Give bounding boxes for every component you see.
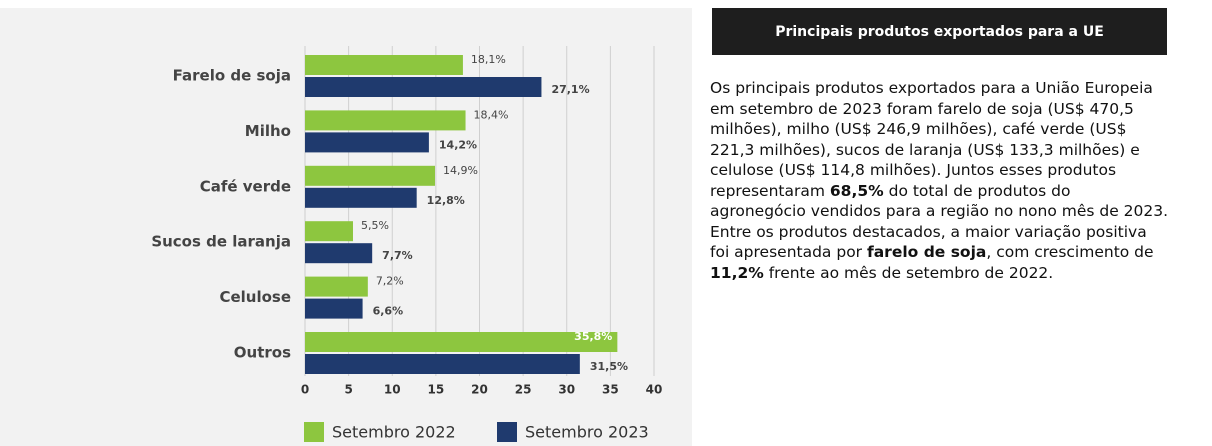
- x-tick-label: 0: [301, 383, 309, 397]
- bar: [305, 298, 363, 319]
- value-label: 6,6%: [373, 305, 404, 318]
- bold-text: 68,5%: [829, 181, 884, 200]
- text: Os principais produtos exportados para a…: [710, 79, 1153, 200]
- bar: [305, 77, 542, 97]
- x-tick-label: 20: [471, 383, 488, 397]
- y-tick-label: Café verde: [200, 177, 291, 195]
- x-tick-label: 40: [646, 383, 663, 397]
- y-tick-label: Milho: [245, 122, 291, 140]
- value-label: 18,4%: [474, 108, 509, 121]
- bar: [305, 165, 436, 186]
- value-label: 14,2%: [439, 138, 477, 151]
- y-tick-label: Outros: [234, 344, 291, 362]
- value-label: 7,2%: [376, 275, 404, 288]
- legend-label: Setembro 2022: [332, 423, 456, 442]
- bar: [305, 110, 466, 131]
- y-tick-label: Celulose: [219, 288, 291, 306]
- value-label: 12,8%: [427, 194, 465, 207]
- bar: [305, 55, 463, 75]
- y-tick-label: Sucos de laranja: [151, 233, 291, 251]
- text: , com crescimento de: [986, 243, 1154, 261]
- x-tick-label: 30: [558, 383, 575, 397]
- value-label: 18,1%: [471, 53, 506, 66]
- text: frente ao mês de setembro de 2022.: [763, 263, 1054, 282]
- bar: [305, 243, 373, 264]
- x-tick-label: 15: [428, 383, 445, 397]
- x-tick-label: 5: [344, 383, 352, 397]
- value-label: 5,5%: [361, 219, 389, 232]
- value-label: 35,8%: [574, 330, 612, 343]
- text: do total de produtos do agronegócio vend…: [710, 181, 1169, 262]
- bar: [305, 187, 417, 208]
- bar: [305, 276, 368, 297]
- x-tick-label: 10: [384, 383, 401, 397]
- bold-text: farelo de soja: [866, 243, 987, 261]
- x-tick-label: 25: [515, 383, 532, 397]
- value-label: 27,1%: [551, 83, 589, 96]
- panel-title: Principais produtos exportados para a UE: [712, 8, 1167, 55]
- bar: [305, 354, 580, 374]
- bar: [305, 332, 618, 352]
- value-label: 14,9%: [443, 164, 478, 177]
- value-label: 7,7%: [382, 249, 413, 262]
- legend-label: Setembro 2023: [525, 423, 649, 442]
- chart: 0 5 10 15 20 25 30 35 40 Farelo de soja 18,1% 27,1%…: [0, 8, 692, 446]
- panel-text: Os principais produtos exportados para a…: [710, 78, 1170, 283]
- legend-swatch: [304, 422, 324, 442]
- bar: [305, 132, 429, 153]
- y-tick-label: Farelo de soja: [173, 67, 291, 85]
- legend-swatch: [497, 422, 517, 442]
- bold-text: 11,2%: [710, 263, 764, 282]
- value-label: 31,5%: [590, 360, 628, 373]
- bar: [305, 221, 353, 242]
- x-tick-label: 35: [602, 383, 619, 397]
